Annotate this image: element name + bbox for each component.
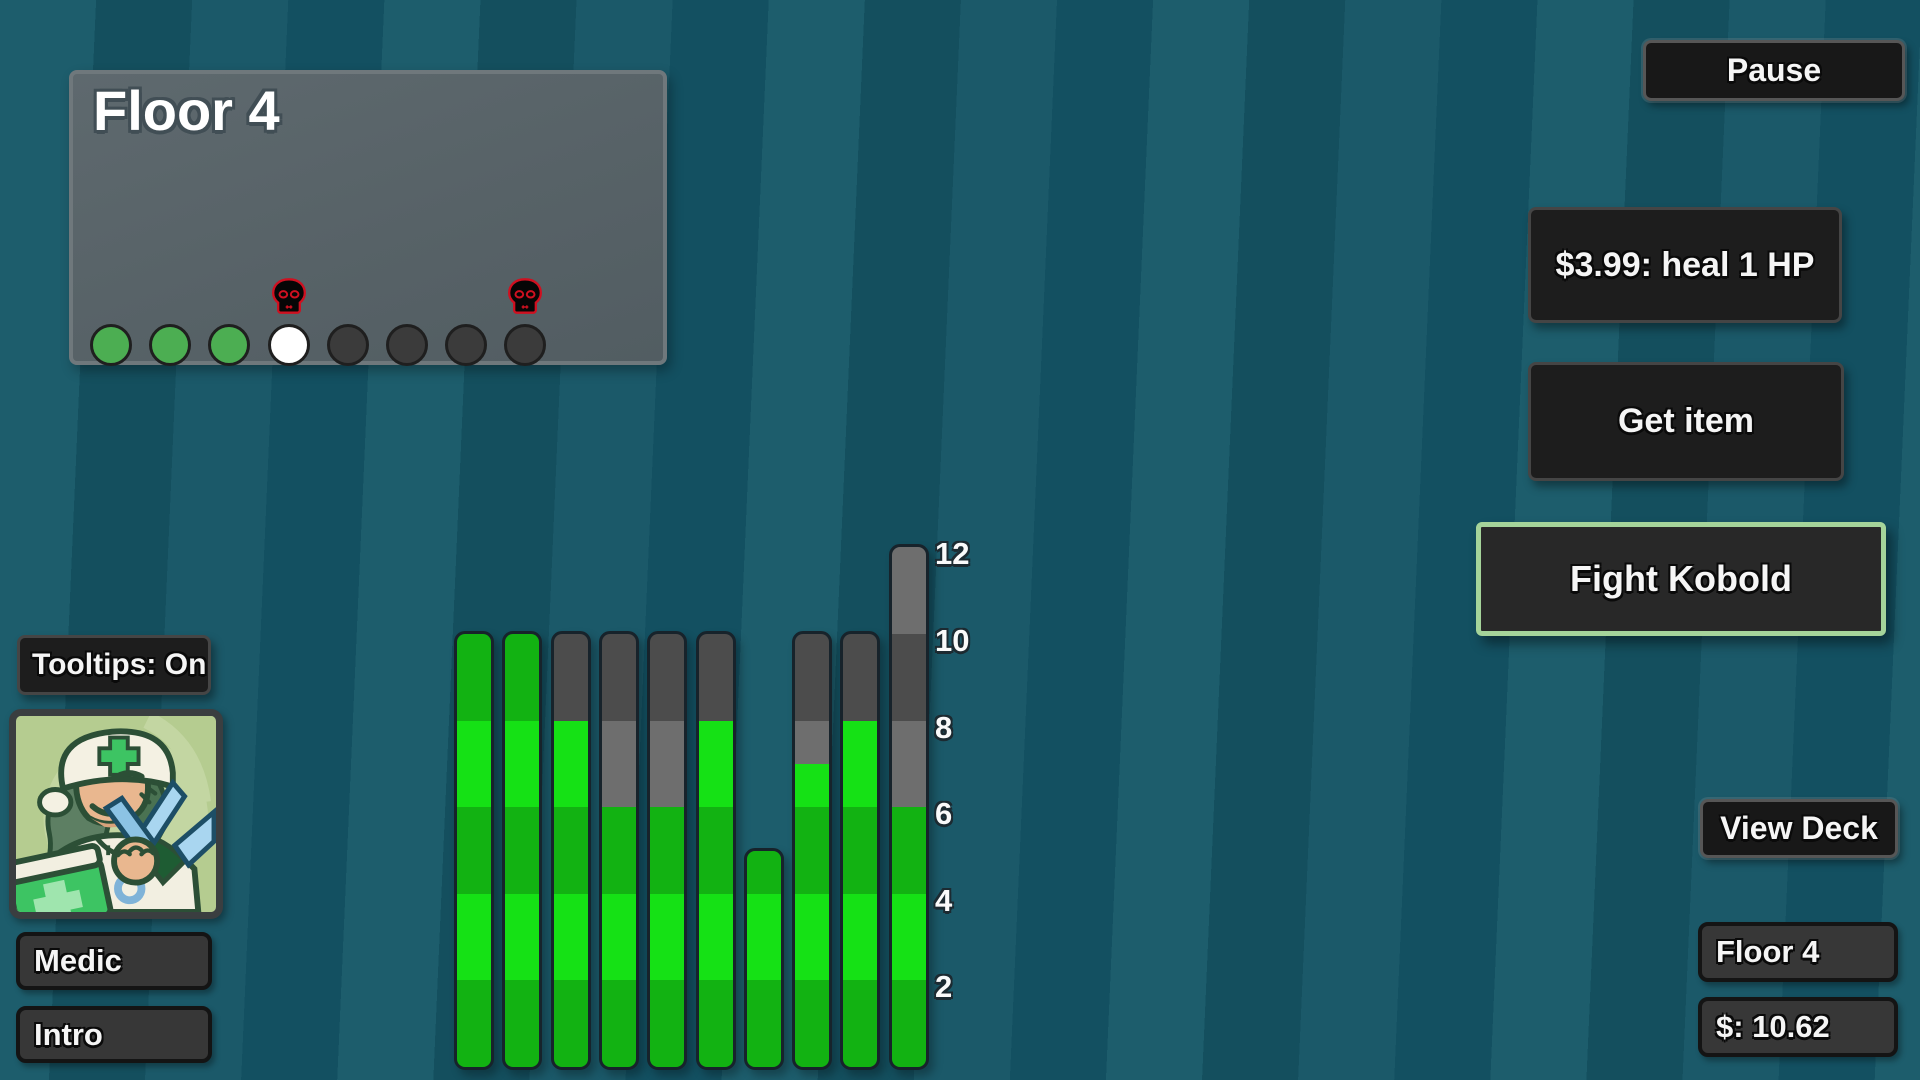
hp-bar xyxy=(647,631,688,1070)
floor-node-upcoming xyxy=(386,324,428,366)
fight-kobold-button-label: Fight Kobold xyxy=(1570,558,1792,599)
heal-button-label: $3.99: heal 1 HP xyxy=(1555,245,1815,284)
skull-icon xyxy=(505,277,545,315)
hp-bar xyxy=(888,544,929,1070)
floor-progress-panel: Floor 4 xyxy=(69,70,667,366)
axis-tick-label: 4 xyxy=(935,882,953,918)
money-indicator: $: 10.62 xyxy=(1698,997,1898,1057)
skull-icon xyxy=(269,277,309,315)
floor-node-cleared xyxy=(208,324,251,366)
floor-node-cleared xyxy=(90,324,132,366)
axis-tick-label: 6 xyxy=(935,796,953,832)
floor-title: Floor 4 xyxy=(93,79,280,142)
axis-tick-label: 10 xyxy=(935,623,970,658)
fight-kobold-button[interactable]: Fight Kobold xyxy=(1476,522,1886,636)
floor-node-cleared xyxy=(149,324,192,366)
floor-node-upcoming xyxy=(445,324,488,366)
pause-button-label: Pause xyxy=(1726,52,1822,88)
medic-portrait[interactable] xyxy=(9,709,223,919)
hp-bar xyxy=(695,631,736,1070)
hp-bar xyxy=(550,631,591,1070)
pause-button[interactable]: Pause xyxy=(1643,40,1905,101)
medic-portrait-art xyxy=(16,716,216,912)
axis-tick-label: 12 xyxy=(935,536,970,572)
character-tag-label: Intro xyxy=(16,1006,212,1063)
heal-button[interactable]: $3.99: heal 1 HP xyxy=(1528,207,1842,323)
get-item-button-label: Get item xyxy=(1617,402,1755,440)
tooltips-toggle-label: Tooltips: On xyxy=(32,648,207,681)
tooltips-toggle[interactable]: Tooltips: On xyxy=(17,635,211,695)
axis-tick-label: 2 xyxy=(935,969,953,1005)
character-class-text: Medic xyxy=(34,943,122,978)
floor-node-upcoming xyxy=(326,324,369,366)
hp-bar xyxy=(743,847,784,1070)
hp-bar xyxy=(840,631,881,1070)
floor-node-current xyxy=(267,324,310,366)
character-class-label: Medic xyxy=(16,932,212,990)
hp-bar xyxy=(598,631,639,1070)
view-deck-button[interactable]: View Deck xyxy=(1700,799,1898,858)
floor-node-upcoming xyxy=(504,324,547,366)
floor-indicator-label: Floor 4 xyxy=(1716,934,1820,969)
character-tag-text: Intro xyxy=(34,1016,103,1052)
hp-bar xyxy=(792,631,833,1070)
floor-indicator: Floor 4 xyxy=(1698,922,1898,982)
hp-bar xyxy=(454,631,494,1070)
axis-tick-label: 8 xyxy=(935,709,953,745)
view-deck-button-label: View Deck xyxy=(1720,810,1878,846)
get-item-button[interactable]: Get item xyxy=(1528,362,1844,481)
hp-bar xyxy=(502,631,543,1070)
money-indicator-label: $: 10.62 xyxy=(1716,1009,1830,1044)
